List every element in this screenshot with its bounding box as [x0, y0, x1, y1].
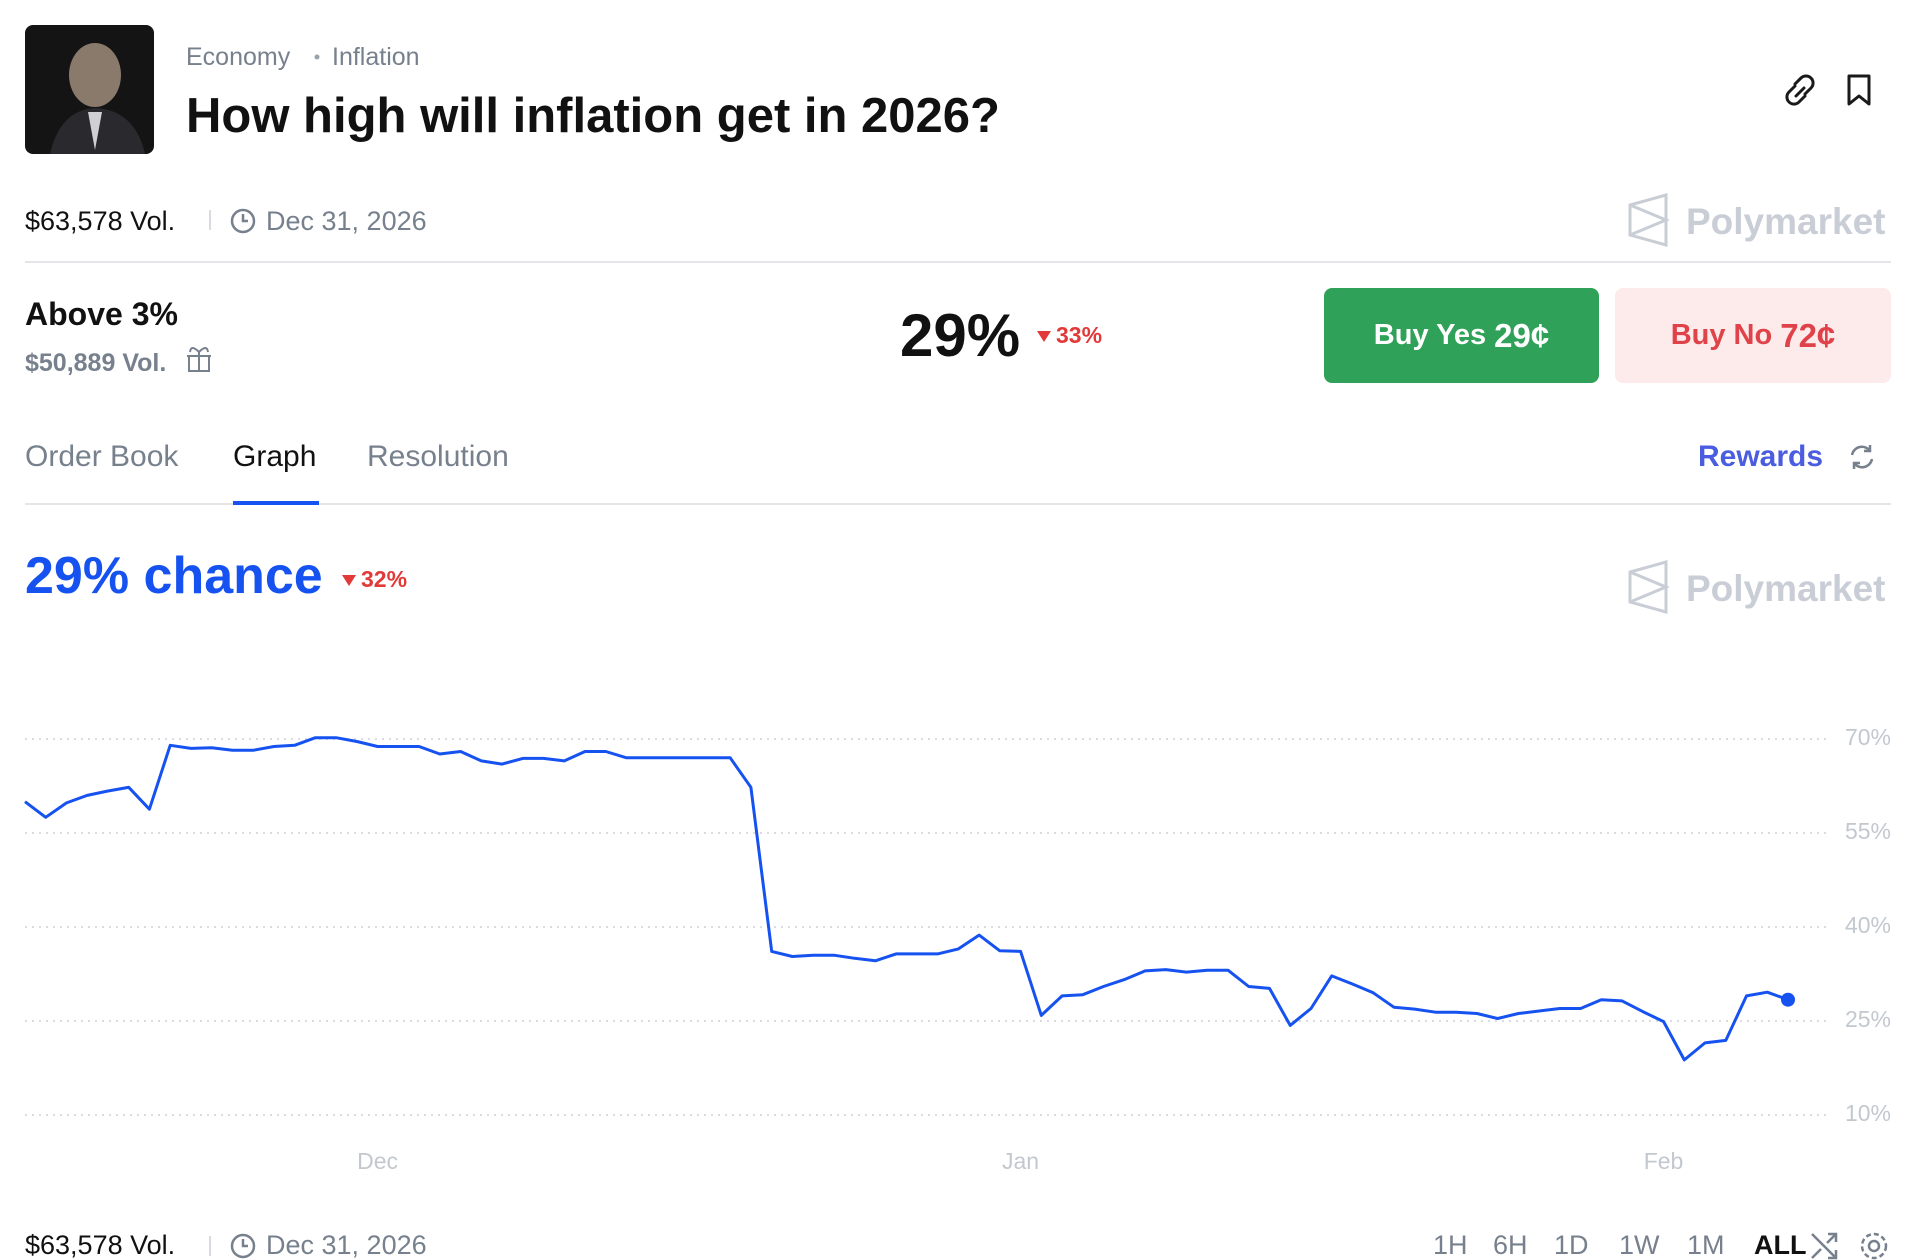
y-tick-label: 25% — [1845, 1006, 1891, 1032]
brand: Polymarket — [1686, 201, 1886, 242]
volume: $63,578 Vol. — [25, 1230, 176, 1260]
chart: 10% 25% 40% 55% 70% Dec Jan Feb — [24, 724, 1891, 1174]
breadcrumb[interactable]: Inflation — [332, 43, 420, 71]
brand-logo — [1628, 193, 1670, 247]
tab-underline — [233, 501, 319, 505]
clock-icon — [230, 208, 256, 234]
y-tick-label: 70% — [1845, 724, 1891, 750]
end-dot — [1781, 992, 1795, 1007]
time-range[interactable]: 1H — [1433, 1230, 1468, 1260]
button-price: 29¢ — [1494, 316, 1550, 354]
gift-icon — [187, 347, 211, 372]
change-value: 33% — [1056, 322, 1103, 348]
button-label: Buy No — [1670, 319, 1773, 351]
tab[interactable]: Resolution — [367, 440, 509, 473]
y-tick-label: 10% — [1845, 1100, 1891, 1126]
chart-change: 32% — [342, 568, 407, 591]
shuffle-icon[interactable] — [1811, 1232, 1838, 1260]
clock-icon — [230, 1233, 256, 1259]
separator — [314, 54, 320, 60]
y-tick-label: 40% — [1845, 912, 1891, 938]
volume: $63,578 Vol. — [25, 206, 176, 236]
outcome-name: Above 3% — [25, 296, 178, 332]
settings-icon[interactable] — [1860, 1232, 1888, 1260]
time-range[interactable]: 6H — [1493, 1230, 1528, 1260]
buy-yes-button[interactable]: Buy Yes 29¢ — [1324, 288, 1599, 383]
refresh-icon[interactable] — [1850, 445, 1874, 469]
x-tick-label: Feb — [1644, 1148, 1684, 1174]
outcome-volume: $50,889 Vol. — [25, 349, 167, 377]
change-value: 32% — [361, 566, 408, 592]
x-tick-label: Jan — [1002, 1148, 1039, 1174]
button-price: 72¢ — [1780, 316, 1836, 354]
end-date: Dec 31, 2026 — [266, 206, 427, 236]
link-icon[interactable] — [1785, 74, 1815, 106]
end-date: Dec 31, 2026 — [266, 1230, 427, 1260]
time-range[interactable]: 1W — [1619, 1230, 1660, 1260]
change: 33% — [1037, 324, 1102, 347]
time-range[interactable]: ALL — [1754, 1230, 1807, 1260]
time-range[interactable]: 1M — [1687, 1230, 1725, 1260]
tab[interactable]: Graph — [233, 440, 317, 473]
chart-headline: 29% chance — [25, 547, 323, 605]
brand: Polymarket — [1686, 568, 1886, 609]
time-range[interactable]: 1D — [1554, 1230, 1589, 1260]
line — [24, 736, 1789, 1062]
avatar — [25, 25, 154, 154]
probability: 29% — [900, 302, 1021, 369]
tab[interactable]: Order Book — [25, 440, 179, 473]
brand-logo — [1628, 560, 1670, 614]
title: How high will inflation get in 2026? — [186, 89, 1000, 143]
rewards[interactable]: Rewards — [1698, 440, 1824, 473]
button-label: Buy Yes — [1373, 319, 1487, 351]
bookmark-icon[interactable] — [1847, 74, 1871, 106]
breadcrumb[interactable]: Economy — [186, 43, 291, 71]
buy-no-button[interactable]: Buy No 72¢ — [1615, 288, 1891, 383]
x-tick-label: Dec — [357, 1148, 398, 1174]
y-tick-label: 55% — [1845, 818, 1891, 844]
